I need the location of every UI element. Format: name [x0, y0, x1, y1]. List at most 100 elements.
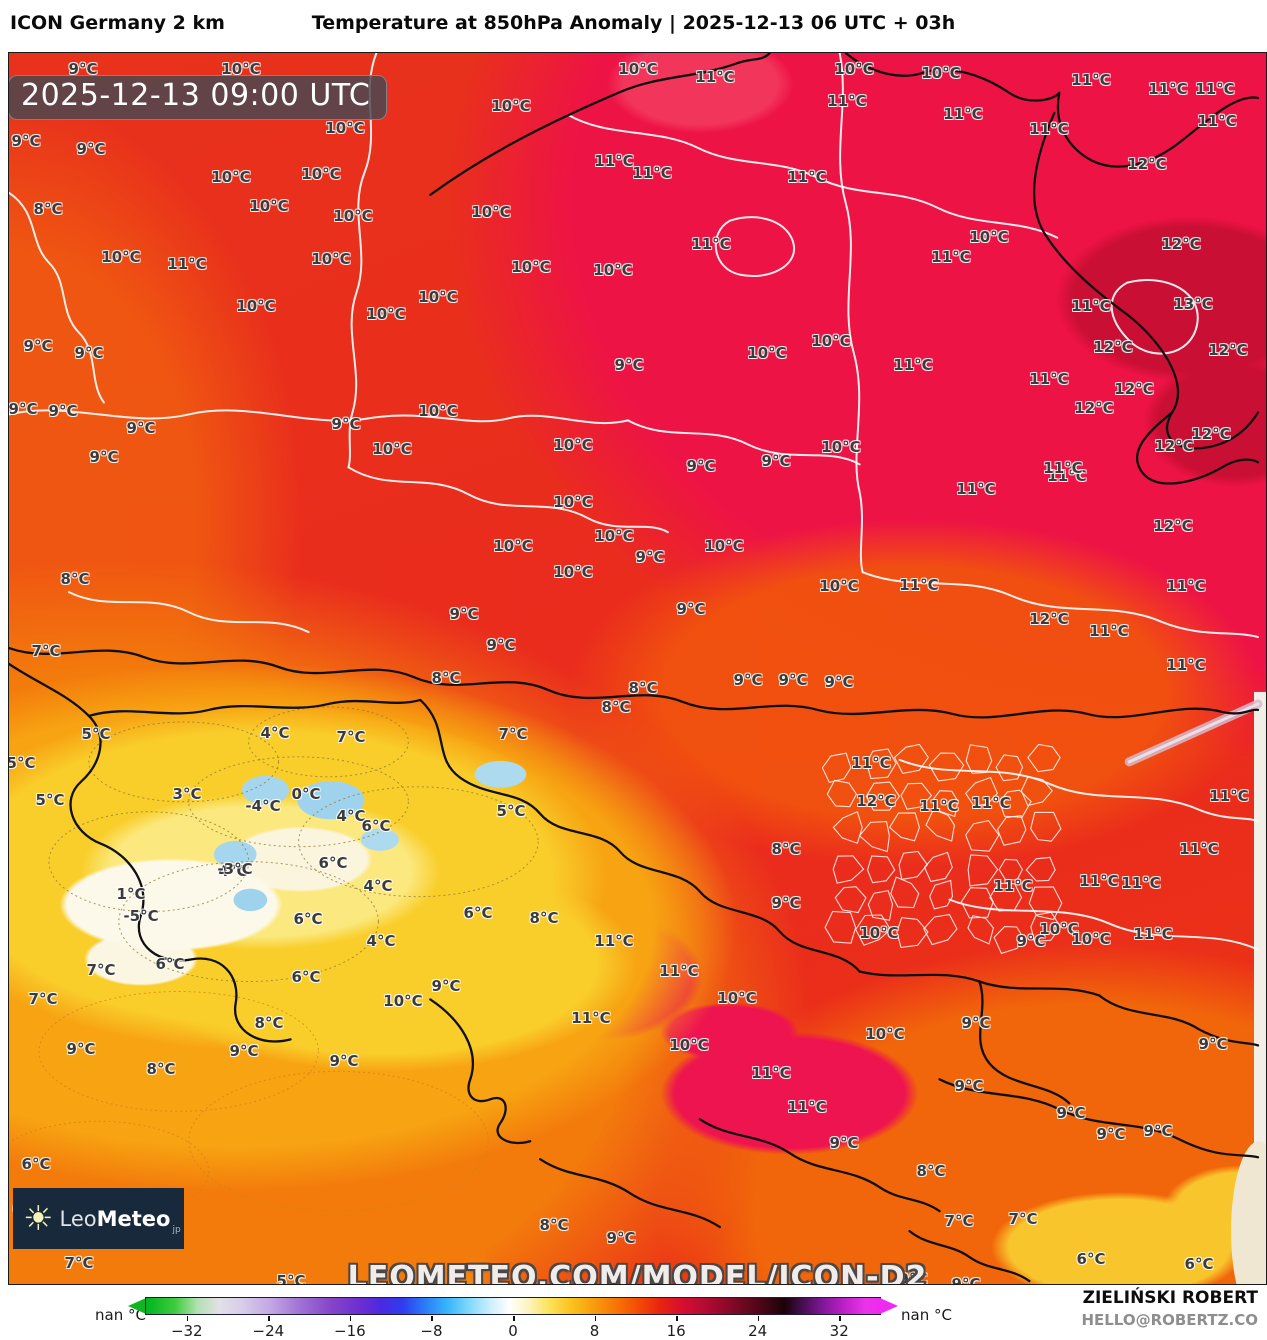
temp-label: 9°C — [951, 1275, 981, 1285]
temp-label: 10°C — [236, 297, 276, 315]
temp-label: 11°C — [893, 356, 933, 374]
temp-label: 4°C — [363, 877, 393, 895]
temp-label: 7°C — [336, 728, 366, 746]
temp-label: 11°C — [632, 164, 672, 182]
temp-label: 9°C — [686, 457, 716, 475]
temp-label: 11°C — [571, 1009, 611, 1027]
temp-label: 9°C — [74, 344, 104, 362]
sun-icon: ☀ — [23, 1198, 54, 1239]
logo-tld: jp — [172, 1225, 181, 1235]
temp-label: 10°C — [372, 440, 412, 458]
terrain-contours-south — [9, 990, 489, 1222]
temp-label: 12°C — [1093, 338, 1133, 356]
temp-label: 12°C — [1161, 235, 1201, 253]
temp-label: 9°C — [1016, 932, 1046, 950]
tick-label: 32 — [829, 1322, 849, 1340]
temp-label: 11°C — [594, 932, 634, 950]
temp-label: 6°C — [463, 904, 493, 922]
temp-label: 6°C — [1184, 1255, 1214, 1273]
temp-label: 10°C — [511, 258, 551, 276]
temp-label: 9°C — [76, 140, 106, 158]
temp-label: 12°C — [856, 792, 896, 810]
temp-label: 10°C — [834, 60, 874, 78]
temp-label: 8°C — [431, 669, 461, 687]
temp-label: 6°C — [155, 955, 185, 973]
temp-label: 11°C — [1071, 71, 1111, 89]
temp-label: 9°C — [486, 636, 516, 654]
temp-label: 11°C — [167, 255, 207, 273]
tick-mark — [513, 1316, 515, 1321]
temp-label: 9°C — [1096, 1125, 1126, 1143]
temp-label: 10°C — [618, 60, 658, 78]
temp-label: 10°C — [717, 989, 757, 1007]
temp-label: 10°C — [301, 165, 341, 183]
colorbar-arrow-left — [128, 1298, 146, 1314]
temp-label: 11°C — [594, 152, 634, 170]
temp-label: 7°C — [498, 725, 528, 743]
tick-label: −24 — [252, 1322, 285, 1340]
watermark: LEOMETEO.COM/MODEL/ICON-D2 — [347, 1260, 928, 1285]
temp-label: 10°C — [491, 97, 531, 115]
temp-label: 7°C — [28, 990, 58, 1008]
temp-label: 7°C — [64, 1254, 94, 1272]
temp-label: 6°C — [361, 817, 391, 835]
temp-label: 11°C — [659, 962, 699, 980]
temp-label: 8°C — [33, 200, 63, 218]
temp-label: 8°C — [916, 1162, 946, 1180]
temp-label: 9°C — [771, 894, 801, 912]
temp-label: 10°C — [418, 402, 458, 420]
temp-label: 3°C — [172, 785, 202, 803]
temp-label: 11°C — [1209, 787, 1249, 805]
leometeo-logo: ☀ Leo Meteo jp — [13, 1188, 184, 1249]
temp-label: 5°C — [81, 725, 111, 743]
footer: nan °C nan °C −32 −24 −16 −8 0 8 16 24 32 ZIELIŃ… — [0, 1285, 1267, 1340]
temp-label: 11°C — [1166, 577, 1206, 595]
tick-label: 8 — [589, 1322, 600, 1340]
colorbar-arrow-right — [880, 1298, 898, 1314]
tick-mark — [349, 1316, 352, 1321]
temp-label: 10°C — [333, 207, 373, 225]
temp-label: 9°C — [614, 356, 644, 374]
temp-label: 10°C — [704, 537, 744, 555]
tick-mark — [186, 1316, 189, 1321]
temp-label: 9°C — [635, 548, 665, 566]
temp-label: 10°C — [669, 1036, 709, 1054]
temp-label: 11°C — [1047, 467, 1087, 485]
temp-label: 11°C — [751, 1064, 791, 1082]
temp-label: 4°C — [260, 724, 290, 742]
temp-label: 10°C — [325, 119, 365, 137]
tick-label: 24 — [748, 1322, 768, 1340]
temp-label: 10°C — [211, 168, 251, 186]
tick-mark — [676, 1316, 678, 1321]
temp-label: 9°C — [961, 1014, 991, 1032]
temp-label: 9°C — [676, 600, 706, 618]
temp-label: 9°C — [1198, 1035, 1228, 1053]
temp-label: 12°C — [1127, 155, 1167, 173]
temp-label: 11°C — [919, 797, 959, 815]
temp-label: 10°C — [553, 563, 593, 581]
temp-label: 12°C — [1074, 399, 1114, 417]
tick-label: −16 — [334, 1322, 366, 1340]
temp-label: 10°C — [311, 250, 351, 268]
temp-label: 5°C — [496, 802, 526, 820]
nan-label-right: nan °C — [901, 1306, 952, 1324]
temp-label: 9°C — [126, 419, 156, 437]
tick-mark — [594, 1316, 597, 1321]
temp-label: -4°C — [245, 797, 281, 815]
temp-label: 8°C — [601, 698, 631, 716]
temp-label: 11°C — [691, 235, 731, 253]
temp-label: 11°C — [1079, 872, 1119, 890]
temp-label: 10°C — [811, 332, 851, 350]
temp-label: 9°C — [66, 1040, 96, 1058]
temp-label: 10°C — [221, 60, 261, 78]
temp-label: 11°C — [787, 1098, 827, 1116]
temp-label: 8°C — [60, 570, 90, 588]
temp-label: 11°C — [1029, 120, 1069, 138]
temp-label: 12°C — [1029, 610, 1069, 628]
temp-label: -3°C — [217, 860, 253, 878]
temp-label: 8°C — [254, 1014, 284, 1032]
temp-label: 4°C — [336, 807, 366, 825]
temp-label: 9°C — [954, 1077, 984, 1095]
temp-label: 10°C — [865, 1025, 905, 1043]
map-title: Temperature at 850hPa Anomaly | 2025-12-… — [311, 12, 956, 34]
